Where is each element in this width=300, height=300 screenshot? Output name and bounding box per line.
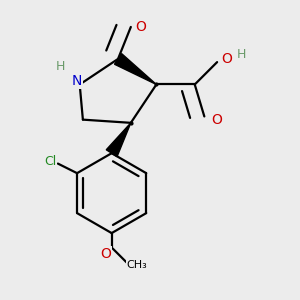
- Text: N: N: [71, 74, 82, 88]
- Polygon shape: [106, 123, 131, 157]
- Text: H: H: [236, 48, 246, 61]
- Text: H: H: [56, 60, 65, 74]
- Text: CH₃: CH₃: [127, 260, 148, 270]
- Text: O: O: [212, 112, 223, 127]
- Text: O: O: [100, 247, 111, 261]
- Text: O: O: [221, 52, 232, 66]
- Polygon shape: [115, 54, 156, 85]
- Text: Cl: Cl: [44, 155, 56, 169]
- Text: O: O: [135, 20, 146, 34]
